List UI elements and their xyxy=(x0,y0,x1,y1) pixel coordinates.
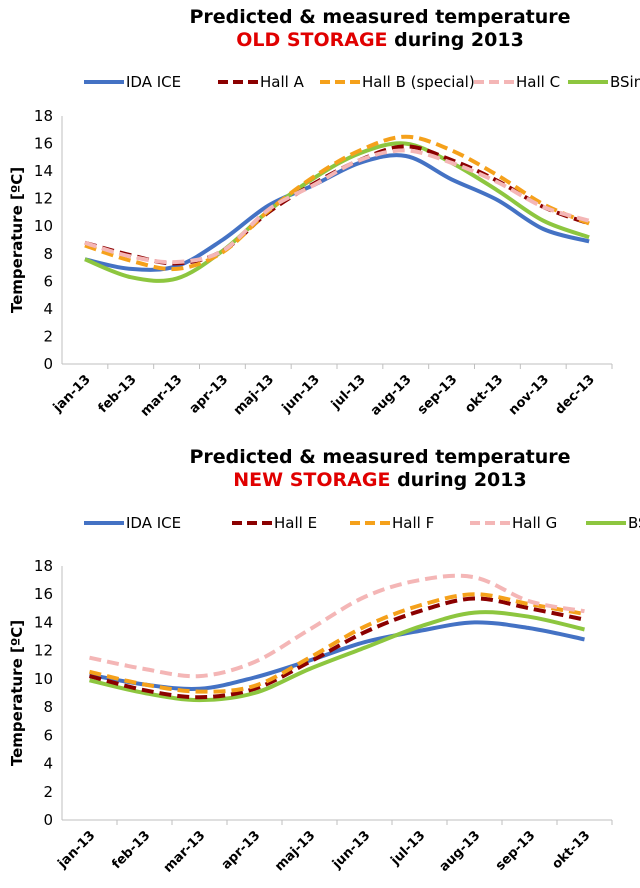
x-tick-label: aug-13 xyxy=(437,828,484,875)
legend-label: Hall F xyxy=(392,514,434,532)
chart-title: Predicted & measured temperature OLD STO… xyxy=(120,6,640,52)
y-tick-label: 4 xyxy=(43,300,53,318)
x-tick-label: dec-13 xyxy=(552,372,597,417)
x-tick-label: jan-13 xyxy=(50,372,94,416)
x-tick-label: sep-13 xyxy=(415,372,461,418)
y-tick-label: 4 xyxy=(43,755,53,773)
chart-title-line2: OLD STORAGE during 2013 xyxy=(120,29,640,52)
series-line-hall-e xyxy=(89,596,585,700)
chart-title-highlight: NEW STORAGE xyxy=(233,469,391,491)
y-tick-label: 6 xyxy=(43,272,53,290)
chart-new-storage: Predicted & measured temperature NEW STO… xyxy=(0,444,640,888)
legend-label: IDA ICE xyxy=(126,73,181,91)
y-axis-title: Temperature [ºC] xyxy=(8,167,26,313)
legend-label: BSim xyxy=(628,514,640,532)
x-tick-label: apr-13 xyxy=(187,372,232,417)
chart-title-line2: NEW STORAGE during 2013 xyxy=(120,469,640,492)
series-line-hall-g xyxy=(89,573,585,679)
chart-old-storage: Predicted & measured temperature OLD STO… xyxy=(8,6,640,420)
legend-label: Hall E xyxy=(274,514,317,532)
y-tick-label: 14 xyxy=(34,613,53,631)
chart-title: Predicted & measured temperature NEW STO… xyxy=(120,446,640,492)
x-tick-label: aug-13 xyxy=(368,372,415,419)
y-tick-label: 16 xyxy=(34,135,53,153)
chart-title-line1: Predicted & measured temperature xyxy=(189,446,571,468)
x-tick-label: jan-13 xyxy=(54,828,98,872)
y-tick-label: 0 xyxy=(43,811,53,829)
legend-label: IDA ICE xyxy=(126,514,181,532)
series-line-hall-b-special xyxy=(84,134,590,272)
x-tick-label: jun-13 xyxy=(329,828,373,872)
x-tick-label: nov-13 xyxy=(506,372,552,418)
x-tick-label: maj-13 xyxy=(231,372,277,418)
series-line-bsim xyxy=(89,610,585,703)
legend-label: Hall C xyxy=(516,73,560,91)
y-tick-label: 16 xyxy=(34,585,53,603)
y-tick-label: 10 xyxy=(34,670,53,688)
x-tick-label: mar-13 xyxy=(161,828,209,876)
legend-label: Hall B (special) xyxy=(362,73,475,91)
x-tick-label: jul-13 xyxy=(328,372,369,413)
x-tick-label: mar-13 xyxy=(138,372,186,420)
y-tick-label: 14 xyxy=(34,162,53,180)
series-line-ida-ice xyxy=(89,620,585,692)
y-tick-label: 12 xyxy=(34,190,53,208)
y-tick-label: 18 xyxy=(34,107,53,125)
chart-svg-new-storage: 0 2 4 6 8 10 12 14 16 18 Temperature [ºC] jan-13 feb… xyxy=(8,514,640,876)
y-tick-label: 10 xyxy=(34,217,53,235)
chart-title-rest: during 2013 xyxy=(390,469,527,491)
y-tick-label: 18 xyxy=(34,557,53,575)
legend-label: BSim xyxy=(610,73,640,91)
chart-title-rest: during 2013 xyxy=(387,29,524,51)
y-tick-label: 0 xyxy=(43,355,53,373)
y-axis-title: Temperature [ºC] xyxy=(8,620,26,766)
x-tick-label: feb-13 xyxy=(109,828,153,872)
x-tick-label: okt-13 xyxy=(549,828,593,872)
x-tick-label: apr-13 xyxy=(219,828,264,873)
x-tick-label: feb-13 xyxy=(96,372,140,416)
series-line-hall-c xyxy=(84,148,590,265)
legend-label: Hall G xyxy=(512,514,557,532)
legend-label: Hall A xyxy=(260,73,305,91)
x-tick-label: maj-13 xyxy=(272,828,318,874)
chart-title-highlight: OLD STORAGE xyxy=(236,29,388,51)
x-tick-label: jun-13 xyxy=(279,372,323,416)
y-tick-label: 2 xyxy=(43,327,53,345)
chart-title-line1: Predicted & measured temperature xyxy=(189,6,571,28)
y-tick-label: 12 xyxy=(34,642,53,660)
y-tick-label: 2 xyxy=(43,783,53,801)
series-line-hall-f xyxy=(89,592,585,694)
x-tick-label: okt-13 xyxy=(462,372,506,416)
x-tick-label: jul-13 xyxy=(388,828,429,869)
chart-svg-old-storage: 0 2 4 6 8 10 12 14 16 18 Temperature [ºC] jan-13 feb… xyxy=(8,73,640,420)
y-tick-label: 6 xyxy=(43,726,53,744)
x-tick-label: sep-13 xyxy=(493,828,539,874)
y-tick-label: 8 xyxy=(43,698,53,716)
y-tick-label: 8 xyxy=(43,245,53,263)
